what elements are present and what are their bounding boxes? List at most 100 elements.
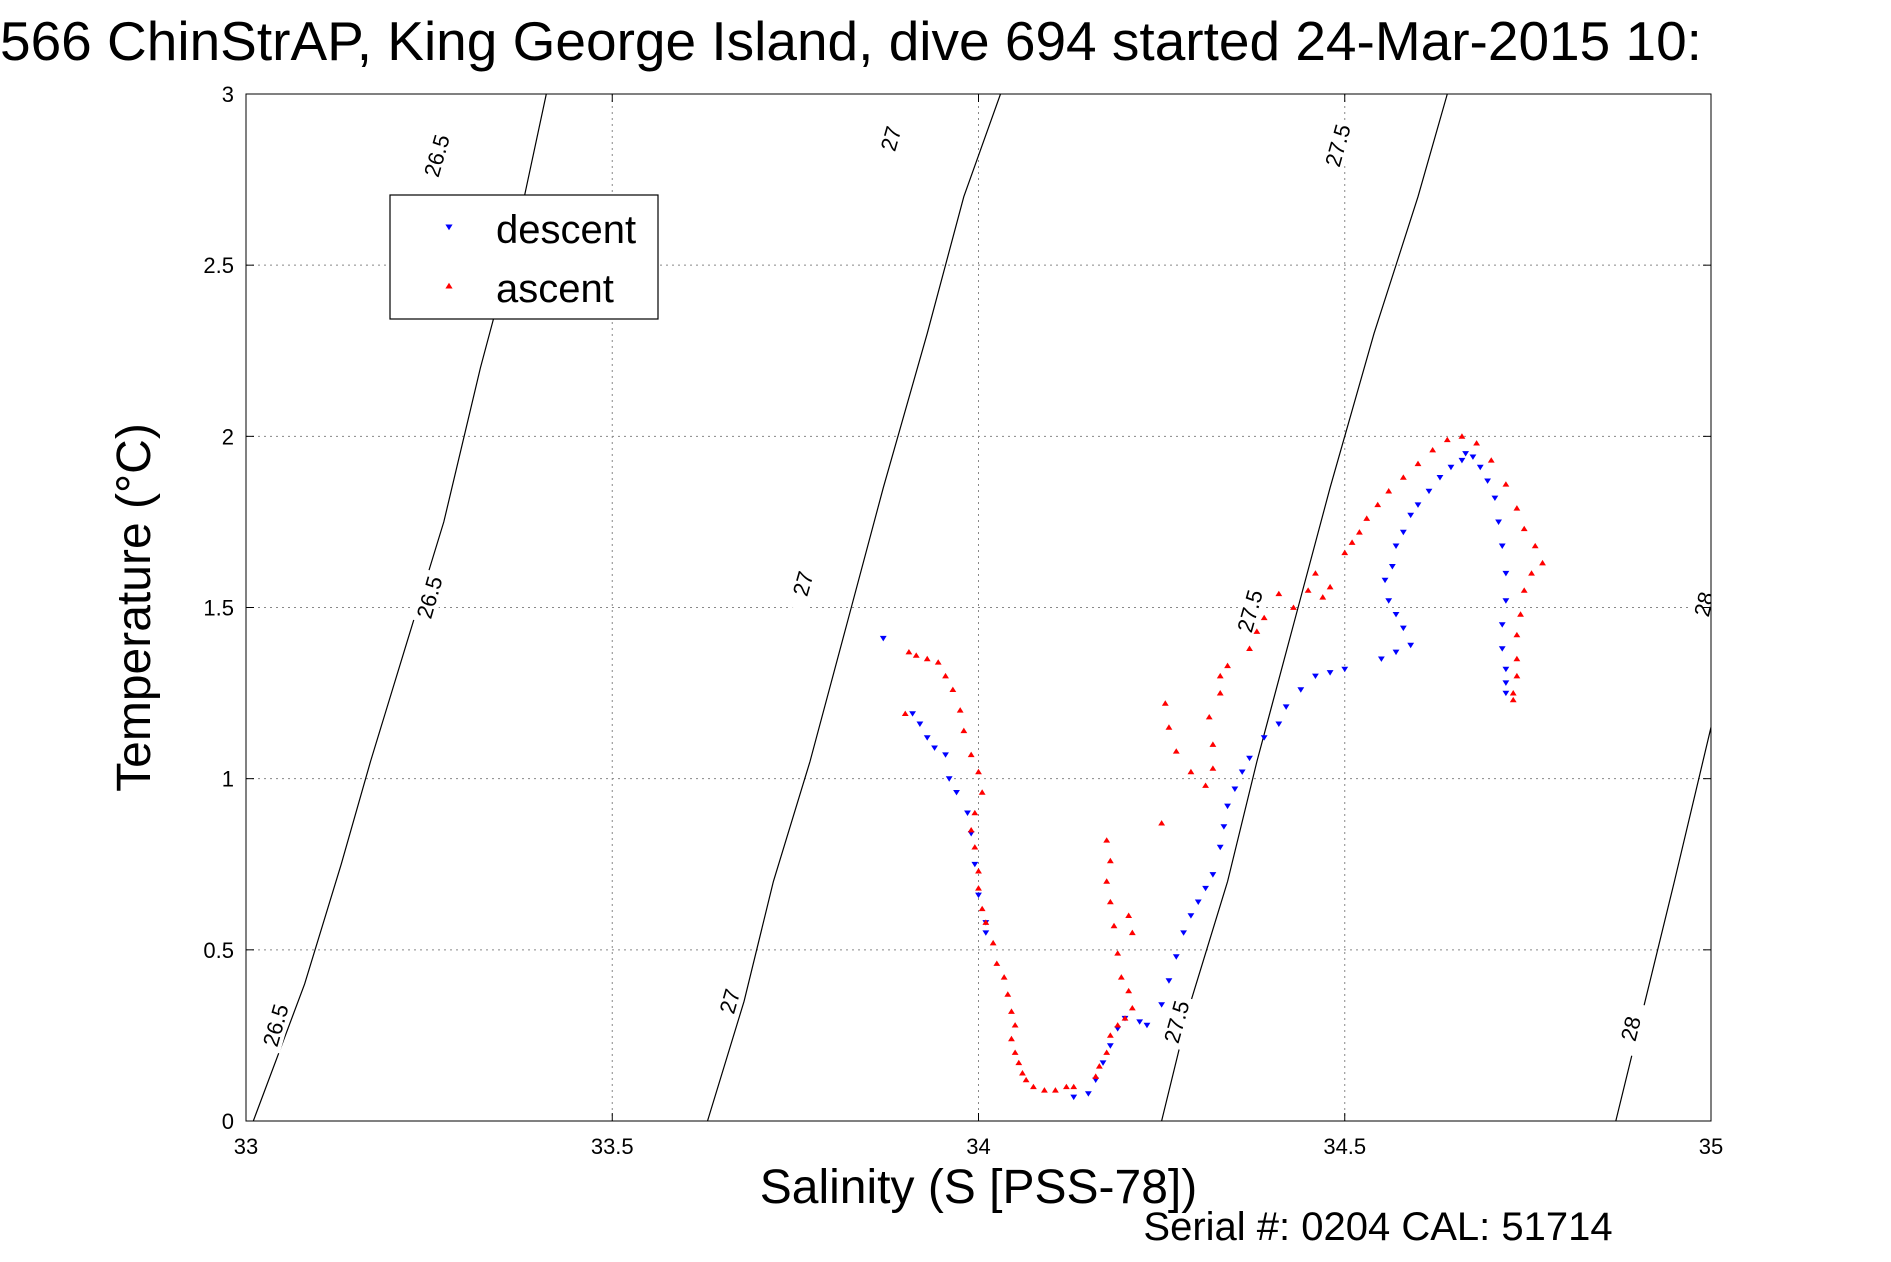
ascent-point	[1429, 446, 1437, 453]
ascent-point	[912, 652, 920, 658]
ascent-point	[1348, 539, 1356, 545]
descent-point	[1476, 464, 1484, 471]
y-tick-label: 2	[222, 424, 234, 449]
descent-point	[1436, 475, 1444, 481]
descent-point	[1114, 1026, 1122, 1032]
descent-point	[1326, 670, 1334, 676]
ascent-point	[989, 939, 997, 946]
ascent-point	[1473, 440, 1480, 446]
ascent-point	[975, 885, 982, 891]
ascent-point	[1260, 614, 1268, 621]
ascent-point	[1517, 611, 1524, 617]
ascent-point	[967, 826, 975, 833]
ascent-point	[1312, 570, 1319, 576]
ascent-point	[1356, 529, 1363, 535]
ascent-point	[975, 868, 982, 874]
ascent-point	[1304, 587, 1312, 593]
ascent-point	[1106, 898, 1114, 905]
ascent-point	[971, 844, 979, 850]
contour-label-gap	[871, 110, 910, 167]
ascent-point	[1458, 433, 1466, 439]
ascent-point	[971, 809, 979, 816]
ascent-point	[1000, 974, 1008, 980]
ascent-point	[905, 648, 913, 655]
descent-point	[1392, 649, 1400, 656]
ascent-point	[1041, 1087, 1048, 1093]
series-descent	[879, 451, 1510, 1101]
descent-point	[1388, 564, 1396, 570]
ascent-point	[1121, 1015, 1129, 1021]
descent-point	[1399, 529, 1407, 536]
ascent-point	[1513, 672, 1521, 679]
ascent-point	[949, 686, 957, 693]
ascent-point	[1015, 1059, 1023, 1066]
serial-cal-footer: Serial #: 0204 CAL: 51714	[1143, 1205, 1612, 1249]
ascent-point	[1528, 570, 1535, 576]
ascent-point	[1106, 1032, 1114, 1038]
descent-point	[1414, 502, 1422, 508]
legend-label-descent: descent	[496, 208, 636, 252]
contour-label-gap	[710, 972, 749, 1030]
ascent-point	[1011, 1022, 1019, 1028]
descent-point	[1498, 622, 1506, 628]
contour-line-27	[706, 94, 1002, 1121]
descent-point	[916, 721, 924, 727]
ascent-point	[1117, 974, 1125, 980]
ascent-point	[1172, 748, 1180, 754]
descent-point	[1502, 570, 1510, 577]
descent-point	[1143, 1022, 1151, 1029]
series-ascent	[901, 433, 1546, 1093]
ascent-point	[1092, 1073, 1100, 1079]
y-tick-label: 2.5	[203, 253, 234, 278]
grid-layer	[246, 94, 1711, 1121]
descent-point	[1297, 687, 1305, 693]
ascent-point	[1008, 1035, 1015, 1042]
ascent-point	[1165, 724, 1173, 730]
descent-point	[1224, 803, 1231, 810]
ascent-point	[982, 919, 990, 925]
contour-label-gap	[256, 996, 294, 1054]
descent-point	[1209, 872, 1217, 878]
ascent-point	[1008, 1008, 1015, 1014]
contour-label-gap	[1685, 575, 1711, 633]
axis-ticks: 33 33.5 34 34.5 35 0 0.5 1 1.5 2 2.5 3	[203, 82, 1723, 1159]
ascent-point	[1539, 559, 1546, 566]
ascent-point	[1063, 1083, 1070, 1090]
ascent-point	[1341, 549, 1349, 556]
descent-point	[931, 745, 938, 751]
ascent-point	[975, 768, 982, 775]
ascent-point	[934, 659, 942, 665]
ascent-point	[1385, 488, 1393, 494]
descent-point	[1180, 930, 1187, 936]
descent-point	[1099, 1060, 1107, 1066]
ascent-point	[1030, 1083, 1037, 1090]
ascent-point	[1114, 950, 1122, 956]
ascent-point	[1326, 583, 1334, 590]
descent-point	[1275, 721, 1283, 727]
y-tick-label: 0	[222, 1109, 234, 1134]
descent-point	[1282, 704, 1290, 710]
ascent-point	[1125, 987, 1133, 994]
descent-point	[1377, 656, 1385, 662]
descent-point	[964, 810, 971, 816]
ascent-point	[1128, 1004, 1136, 1011]
descent-point	[1202, 885, 1209, 892]
legend-marker-ascent	[445, 282, 453, 289]
contour-label-27.5: 27.5	[1159, 998, 1195, 1046]
ascent-point	[1202, 782, 1209, 788]
ascent-point	[1275, 590, 1283, 597]
descent-point	[1469, 454, 1477, 460]
descent-point	[1165, 978, 1173, 984]
x-tick-label: 34.5	[1323, 1134, 1366, 1159]
descent-point	[1502, 690, 1510, 697]
descent-point	[1341, 666, 1349, 673]
descent-point	[879, 635, 887, 642]
contour-label-gap	[417, 127, 456, 184]
ascent-point	[1110, 922, 1118, 929]
contour-label-gap	[410, 568, 448, 626]
ascent-point	[1004, 991, 1012, 997]
ascent-point	[1158, 820, 1166, 826]
descent-point	[953, 789, 960, 796]
ascent-point	[1246, 645, 1253, 651]
ascent-point	[1374, 501, 1382, 508]
